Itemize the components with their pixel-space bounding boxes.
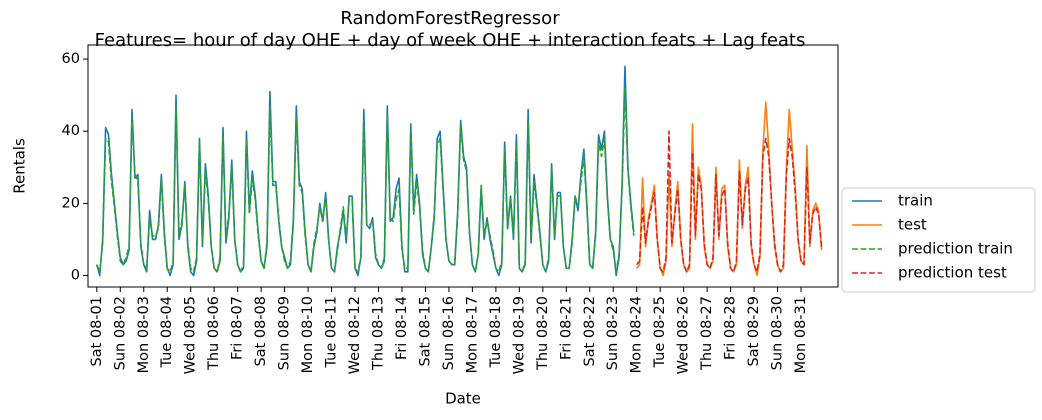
chart-title: RandomForestRegressor xyxy=(340,8,560,29)
x-tick-label: Thu 08-27 xyxy=(699,296,715,371)
x-tick-label: Sat 08-15 xyxy=(417,296,433,367)
x-tick-label: Sun 08-09 xyxy=(277,296,293,370)
x-tick-label: Wed 08-26 xyxy=(676,296,692,374)
x-tick-label: Thu 08-06 xyxy=(206,296,222,371)
x-tick-label: Fri 08-21 xyxy=(558,296,574,360)
x-tick-label: Tue 08-04 xyxy=(159,296,175,369)
x-tick-label: Fri 08-07 xyxy=(230,296,246,360)
x-tick-label: Tue 08-11 xyxy=(324,296,340,369)
x-tick-label: Fri 08-14 xyxy=(394,296,410,360)
x-tick-label: Mon 08-03 xyxy=(136,296,152,373)
chart-subtitle: Features= hour of day OHE + day of week … xyxy=(95,30,806,51)
legend-label: test xyxy=(898,216,927,234)
plot-frame xyxy=(87,44,839,288)
x-axis-label: Date xyxy=(445,390,481,408)
x-tick-label: Wed 08-12 xyxy=(347,296,363,374)
legend-label: train xyxy=(898,192,933,210)
x-tick-label: Sat 08-01 xyxy=(89,296,105,367)
x-tick-label: Wed 08-05 xyxy=(183,296,199,374)
legend-box xyxy=(841,187,1036,293)
y-tick-label: 0 xyxy=(71,267,80,283)
y-axis-label: Rentals xyxy=(11,138,29,194)
y-tick-label: 60 xyxy=(62,51,80,67)
x-tick-label: Sun 08-30 xyxy=(770,296,786,370)
x-tick-label: Sun 08-23 xyxy=(605,296,621,370)
x-tick-label: Sat 08-08 xyxy=(253,296,269,367)
y-tick-label: 20 xyxy=(62,195,80,211)
x-tick-label: Sun 08-02 xyxy=(112,296,128,370)
x-tick-label: Thu 08-20 xyxy=(535,296,551,371)
x-tick-label: Sat 08-29 xyxy=(746,296,762,367)
series-line xyxy=(96,87,635,273)
legend-label: prediction train xyxy=(898,240,1013,258)
x-tick-label: Mon 08-31 xyxy=(793,296,809,373)
x-tick-label: Fri 08-28 xyxy=(723,296,739,360)
x-tick-label: Sun 08-16 xyxy=(441,296,457,370)
legend-label: prediction test xyxy=(898,264,1007,282)
x-tick-label: Tue 08-25 xyxy=(652,296,668,369)
x-tick-label: Tue 08-18 xyxy=(488,296,504,369)
x-tick-label: Mon 08-10 xyxy=(300,296,316,373)
series-line xyxy=(636,130,823,273)
x-tick-label: Wed 08-19 xyxy=(511,296,527,374)
x-tick-label: Mon 08-24 xyxy=(629,296,645,373)
x-tick-label: Mon 08-17 xyxy=(464,296,480,373)
y-tick-label: 40 xyxy=(62,123,80,139)
x-tick-label: Sat 08-22 xyxy=(582,296,598,367)
x-tick-label: Thu 08-13 xyxy=(370,296,386,371)
